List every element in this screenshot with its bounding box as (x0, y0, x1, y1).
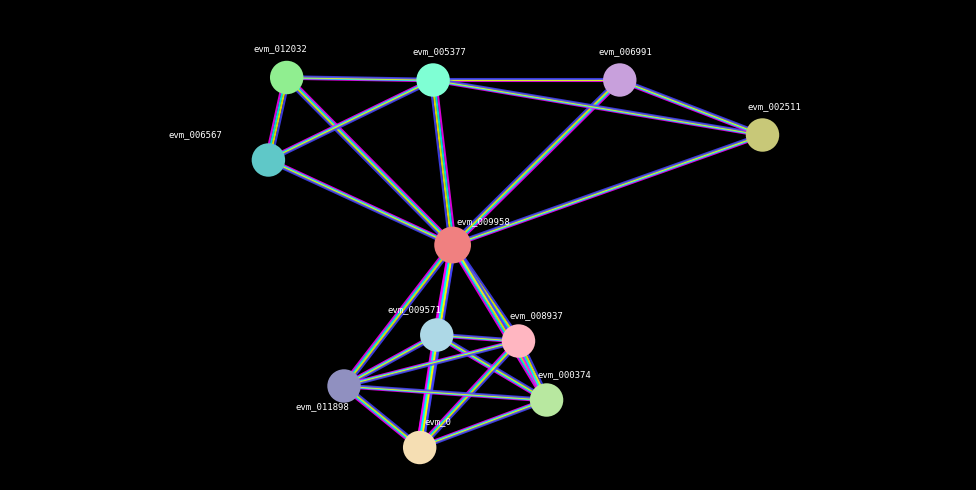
Point (539, 396, 554, 404)
Text: evm_006991: evm_006991 (599, 47, 653, 56)
Text: evm_006567: evm_006567 (168, 130, 223, 139)
Text: evm_009571: evm_009571 (387, 305, 442, 314)
Point (445, 241, 461, 249)
Point (412, 443, 427, 451)
Point (429, 331, 445, 339)
Text: evm_0: evm_0 (425, 417, 452, 426)
Point (754, 131, 770, 139)
Point (336, 382, 352, 390)
Text: evm_012032: evm_012032 (254, 45, 307, 53)
Text: evm_009958: evm_009958 (456, 217, 510, 226)
Point (612, 76, 628, 84)
Point (261, 156, 276, 164)
Point (426, 76, 441, 84)
Point (510, 337, 526, 345)
Text: evm_011898: evm_011898 (295, 402, 349, 411)
Text: evm_002511: evm_002511 (748, 102, 801, 111)
Text: evm_008937: evm_008937 (509, 311, 564, 320)
Point (279, 74, 295, 81)
Text: evm_005377: evm_005377 (412, 47, 467, 56)
Text: evm_000374: evm_000374 (538, 370, 591, 379)
